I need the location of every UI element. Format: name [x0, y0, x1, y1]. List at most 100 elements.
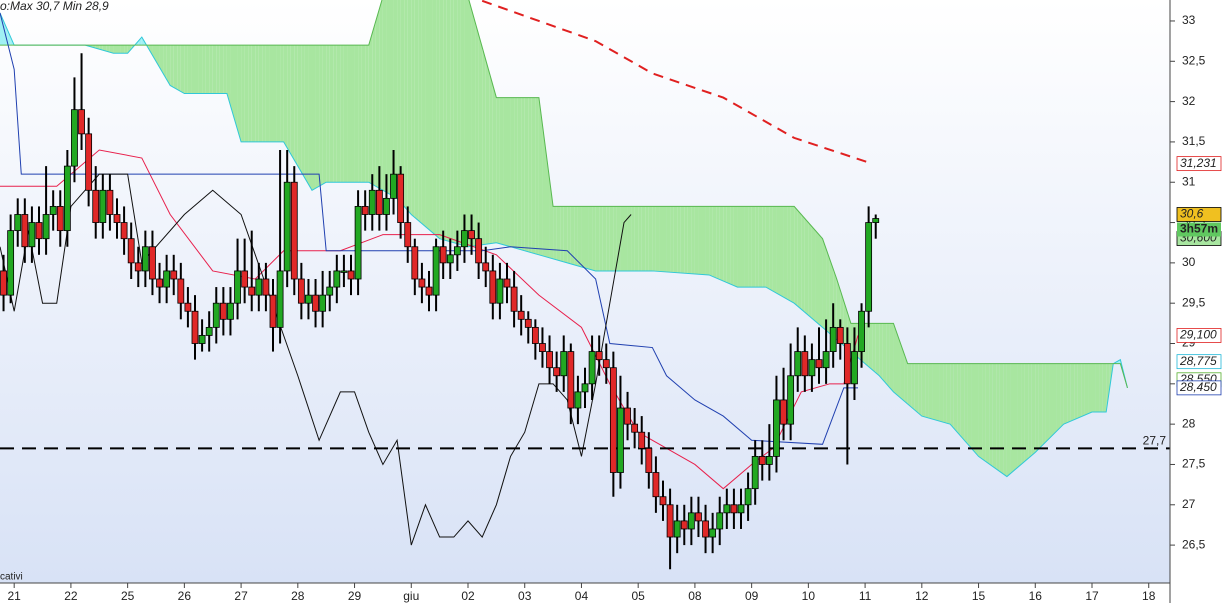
- candle-body: [659, 496, 667, 506]
- candle-body: [524, 318, 532, 328]
- y-tick-label: 30: [1182, 255, 1196, 269]
- cloud-fill: [528, 97, 532, 253]
- cloud-fill: [765, 206, 770, 290]
- cloud-fill: [1060, 363, 1064, 428]
- value-badge: [1176, 328, 1222, 343]
- x-tick-label: 21: [8, 589, 22, 603]
- cloud-fill: [992, 363, 997, 470]
- cloud-fill: [120, 45, 125, 54]
- cloud-fill: [223, 45, 227, 94]
- cloud-fill: [822, 238, 827, 331]
- candle-body: [141, 246, 149, 272]
- cloud-fill: [358, 45, 362, 183]
- cloud-fill: [606, 206, 610, 271]
- cloud-fill: [989, 363, 993, 467]
- cloud-fill: [652, 206, 656, 272]
- cloud-fill: [319, 45, 323, 187]
- x-tick-label: 09: [745, 589, 759, 603]
- candle-body: [234, 270, 241, 304]
- cloud-fill: [712, 206, 717, 278]
- candle-body: [14, 214, 22, 232]
- cloud-fill: [918, 363, 922, 417]
- cloud-fill: [641, 206, 646, 271]
- cloud-fill: [156, 45, 160, 68]
- cloud-fill: [904, 353, 908, 404]
- cloud-fill: [631, 206, 635, 271]
- candle-body: [333, 270, 341, 288]
- candle-body: [765, 456, 773, 465]
- x-tick-label: giu: [403, 589, 419, 603]
- candle-body: [92, 189, 100, 223]
- cloud-fill: [709, 206, 713, 277]
- cloud-fill: [1063, 363, 1068, 425]
- candle-body: [673, 520, 681, 538]
- candle-body: [134, 262, 142, 272]
- candle-body: [290, 181, 298, 280]
- candle-body: [560, 351, 568, 377]
- candle-body: [652, 472, 660, 498]
- candle-body: [617, 407, 624, 473]
- cloud-fill: [453, 0, 458, 244]
- candle-body: [801, 351, 809, 377]
- cloud-fill: [109, 45, 114, 54]
- cloud-fill: [102, 45, 107, 52]
- cloud-fill: [655, 206, 660, 272]
- candle-body: [219, 302, 227, 320]
- cloud-fill: [616, 206, 621, 271]
- value-badge: [1176, 156, 1222, 172]
- cloud-fill: [914, 363, 919, 414]
- candle-body: [156, 278, 163, 288]
- candle-body: [35, 222, 43, 240]
- candle-body: [453, 246, 461, 256]
- cloud-fill: [865, 323, 869, 367]
- cloud-fill: [450, 0, 454, 243]
- cloud-fill: [787, 206, 791, 302]
- candle-body: [21, 214, 29, 248]
- cloud-fill: [588, 206, 593, 270]
- cloud-fill: [226, 45, 231, 106]
- cloud-fill: [599, 206, 603, 271]
- candle-body: [787, 375, 795, 425]
- candle-body: [638, 431, 646, 449]
- cloud-fill: [205, 45, 210, 94]
- cloud-fill: [960, 363, 965, 441]
- cloud-fill: [234, 45, 238, 130]
- value-badge-label: 29,100: [1179, 328, 1217, 342]
- cloud-fill: [173, 45, 178, 90]
- candle-body: [149, 246, 156, 280]
- cloud-fill: [982, 363, 986, 462]
- value-badge-label: 31,231: [1180, 156, 1217, 170]
- cloud-fill: [783, 206, 788, 300]
- cloud-fill: [964, 363, 968, 445]
- cloud-fill: [581, 206, 585, 268]
- footer-text: cativi: [0, 572, 23, 583]
- cloud-fill: [953, 363, 958, 433]
- candle-body: [680, 520, 688, 530]
- y-tick-label: 31: [1182, 174, 1196, 188]
- cloud-fill: [1045, 363, 1050, 442]
- cloud-fill: [648, 206, 653, 271]
- candle-body: [375, 189, 383, 215]
- candle-body: [631, 423, 639, 433]
- cloud-fill: [216, 45, 220, 94]
- cloud-fill: [574, 206, 578, 266]
- cloud-fill: [301, 45, 305, 179]
- candle-body: [858, 310, 865, 352]
- cloud-fill: [212, 45, 217, 94]
- cloud-fill: [1031, 363, 1036, 456]
- cloud-fill: [755, 206, 759, 288]
- cloud-fill: [627, 206, 632, 271]
- cloud-fill: [638, 206, 642, 271]
- cloud-fill: [340, 45, 344, 183]
- cloud-fill: [425, 0, 429, 230]
- cloud-fill: [719, 206, 724, 282]
- cloud-fill: [248, 45, 252, 142]
- candle-body: [42, 214, 50, 240]
- cloud-fill: [535, 97, 539, 255]
- candle-body: [666, 504, 674, 538]
- cloud-fill: [978, 363, 983, 459]
- cloud-fill: [187, 45, 192, 94]
- cloud-fill: [170, 45, 174, 88]
- cloud-fill: [1070, 363, 1075, 422]
- cloud-fill: [595, 206, 600, 271]
